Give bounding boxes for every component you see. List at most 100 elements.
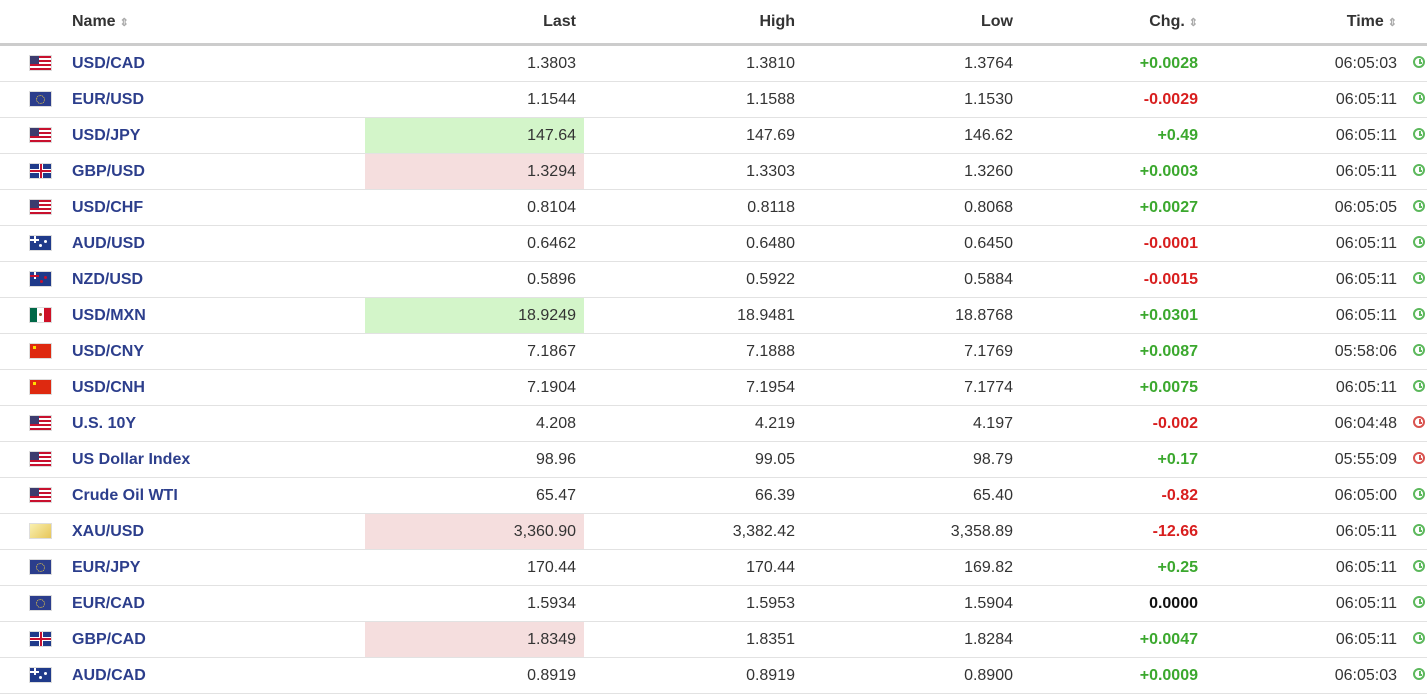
time-cell: 06:05:11 bbox=[1206, 621, 1427, 658]
header-low[interactable]: Low bbox=[803, 0, 1021, 46]
sort-icon[interactable]: ⇕ bbox=[1188, 16, 1198, 29]
instrument-link[interactable]: EUR/USD bbox=[72, 90, 145, 108]
table-row[interactable]: USD/CHF 0.8104 0.8118 0.8068 +0.0027 06:05:05 bbox=[0, 189, 1427, 226]
instrument-link[interactable]: AUD/CAD bbox=[72, 666, 146, 684]
instrument-link[interactable]: AUD/USD bbox=[72, 234, 145, 252]
table-row[interactable]: EUR/USD 1.1544 1.1588 1.1530 -0.0029 06:05:11 bbox=[0, 81, 1427, 118]
instrument-link[interactable]: NZD/USD bbox=[72, 270, 144, 288]
time-cell: 06:05:11 bbox=[1206, 117, 1427, 154]
clock-icon bbox=[1413, 668, 1425, 680]
change-value: +0.0301 bbox=[1139, 306, 1198, 324]
clock-icon bbox=[1413, 344, 1425, 356]
clock-icon bbox=[1413, 56, 1425, 68]
instrument-link[interactable]: USD/CHF bbox=[72, 198, 144, 216]
name-cell: U.S. 10Y bbox=[72, 405, 365, 442]
instrument-link[interactable]: GBP/CAD bbox=[72, 630, 146, 648]
low-cell: 1.5904 bbox=[803, 585, 1021, 622]
table-row[interactable]: XAU/USD 3,360.90 3,382.42 3,358.89 -12.66 06:… bbox=[0, 513, 1427, 550]
header-chg[interactable]: Chg. ⇕ bbox=[1021, 0, 1206, 46]
flag-icon bbox=[30, 524, 51, 539]
table-row[interactable]: USD/MXN 18.9249 18.9481 18.8768 +0.0301 06:05… bbox=[0, 297, 1427, 334]
clock-icon bbox=[1413, 524, 1425, 536]
last-cell: 1.5934 bbox=[365, 585, 584, 622]
table-row[interactable]: AUD/CAD 0.8919 0.8919 0.8900 +0.0009 06:05:03 bbox=[0, 657, 1427, 694]
change-value: 0.0000 bbox=[1149, 594, 1198, 612]
last-cell: 4.208 bbox=[365, 405, 584, 442]
instrument-link[interactable]: U.S. 10Y bbox=[72, 414, 137, 432]
low-cell: 1.8284 bbox=[803, 621, 1021, 658]
time-value: 06:05:11 bbox=[1335, 522, 1397, 540]
high-cell: 0.8919 bbox=[584, 657, 803, 694]
header-name[interactable]: Name ⇕ bbox=[72, 0, 365, 46]
instrument-link[interactable]: US Dollar Index bbox=[72, 450, 191, 468]
instrument-link[interactable]: USD/CNH bbox=[72, 378, 145, 396]
low-cell: 146.62 bbox=[803, 117, 1021, 154]
change-value: -0.002 bbox=[1152, 414, 1198, 432]
table-row[interactable]: USD/CNY 7.1867 7.1888 7.1769 +0.0087 05:58:06 bbox=[0, 333, 1427, 370]
table-row[interactable]: USD/CNH 7.1904 7.1954 7.1774 +0.0075 06:05:11 bbox=[0, 369, 1427, 406]
time-value: 06:05:03 bbox=[1334, 666, 1397, 684]
flag-cell bbox=[0, 441, 72, 478]
last-cell: 0.8919 bbox=[365, 657, 584, 694]
flag-cell bbox=[0, 117, 72, 154]
instrument-link[interactable]: USD/CNY bbox=[72, 342, 145, 360]
header-last[interactable]: Last bbox=[365, 0, 584, 46]
table-row[interactable]: Crude Oil WTI 65.47 66.39 65.40 -0.82 06:05:0… bbox=[0, 477, 1427, 514]
low-cell: 4.197 bbox=[803, 405, 1021, 442]
high-cell: 0.5922 bbox=[584, 261, 803, 298]
table-row[interactable]: USD/CAD 1.3803 1.3810 1.3764 +0.0028 06:05:03 bbox=[0, 44, 1427, 82]
low-cell: 0.5884 bbox=[803, 261, 1021, 298]
flag-icon bbox=[30, 560, 51, 575]
high-cell: 7.1888 bbox=[584, 333, 803, 370]
change-cell: +0.17 bbox=[1021, 441, 1206, 478]
header-time[interactable]: Time ⇕ bbox=[1206, 0, 1427, 46]
table-row[interactable]: AUD/USD 0.6462 0.6480 0.6450 -0.0001 06:05:11 bbox=[0, 225, 1427, 262]
name-cell: GBP/USD bbox=[72, 153, 365, 190]
clock-icon bbox=[1413, 272, 1425, 284]
clock-icon bbox=[1413, 416, 1425, 428]
instrument-link[interactable]: USD/CAD bbox=[72, 54, 145, 72]
flag-cell bbox=[0, 657, 72, 694]
instrument-link[interactable]: GBP/USD bbox=[72, 162, 145, 180]
instrument-link[interactable]: EUR/JPY bbox=[72, 558, 141, 576]
instrument-link[interactable]: Crude Oil WTI bbox=[72, 486, 178, 504]
table-row[interactable]: USD/JPY 147.64 147.69 146.62 +0.49 06:05:11 bbox=[0, 117, 1427, 154]
instrument-link[interactable]: EUR/CAD bbox=[72, 594, 145, 612]
table-row[interactable]: GBP/USD 1.3294 1.3303 1.3260 +0.0003 06:05:11 bbox=[0, 153, 1427, 190]
time-cell: 05:55:09 bbox=[1206, 441, 1427, 478]
change-cell: +0.0087 bbox=[1021, 333, 1206, 370]
change-value: +0.0075 bbox=[1139, 378, 1198, 396]
name-cell: USD/CNH bbox=[72, 369, 365, 406]
low-cell: 3,358.89 bbox=[803, 513, 1021, 550]
time-value: 06:05:11 bbox=[1335, 378, 1397, 396]
header-high[interactable]: High bbox=[584, 0, 803, 46]
clock-icon bbox=[1413, 488, 1425, 500]
sort-icon[interactable]: ⇕ bbox=[1387, 16, 1397, 29]
flag-icon bbox=[30, 668, 51, 683]
table-row[interactable]: GBP/CAD 1.8349 1.8351 1.8284 +0.0047 06:05:11 bbox=[0, 621, 1427, 658]
instrument-link[interactable]: USD/MXN bbox=[72, 306, 146, 324]
name-cell: XAU/USD bbox=[72, 513, 365, 550]
table-row[interactable]: EUR/JPY 170.44 170.44 169.82 +0.25 06:05:11 bbox=[0, 549, 1427, 586]
name-cell: NZD/USD bbox=[72, 261, 365, 298]
flag-cell bbox=[0, 261, 72, 298]
table-row[interactable]: US Dollar Index 98.96 99.05 98.79 +0.17 05:55… bbox=[0, 441, 1427, 478]
change-value: +0.0003 bbox=[1139, 162, 1198, 180]
flag-cell bbox=[0, 621, 72, 658]
time-cell: 06:05:11 bbox=[1206, 261, 1427, 298]
high-cell: 66.39 bbox=[584, 477, 803, 514]
clock-icon bbox=[1413, 452, 1425, 464]
clock-icon bbox=[1413, 596, 1425, 608]
table-row[interactable]: EUR/CAD 1.5934 1.5953 1.5904 0.0000 06:05:11 bbox=[0, 585, 1427, 622]
instrument-link[interactable]: XAU/USD bbox=[72, 522, 145, 540]
high-cell: 99.05 bbox=[584, 441, 803, 478]
sort-icon[interactable]: ⇕ bbox=[119, 16, 129, 29]
change-value: +0.25 bbox=[1157, 558, 1198, 576]
table-row[interactable]: U.S. 10Y 4.208 4.219 4.197 -0.002 06:04:48 bbox=[0, 405, 1427, 442]
clock-icon bbox=[1413, 632, 1425, 644]
change-value: +0.49 bbox=[1157, 126, 1198, 144]
table-row[interactable]: NZD/USD 0.5896 0.5922 0.5884 -0.0015 06:05:11 bbox=[0, 261, 1427, 298]
instrument-link[interactable]: USD/JPY bbox=[72, 126, 141, 144]
low-cell: 1.3764 bbox=[803, 44, 1021, 82]
